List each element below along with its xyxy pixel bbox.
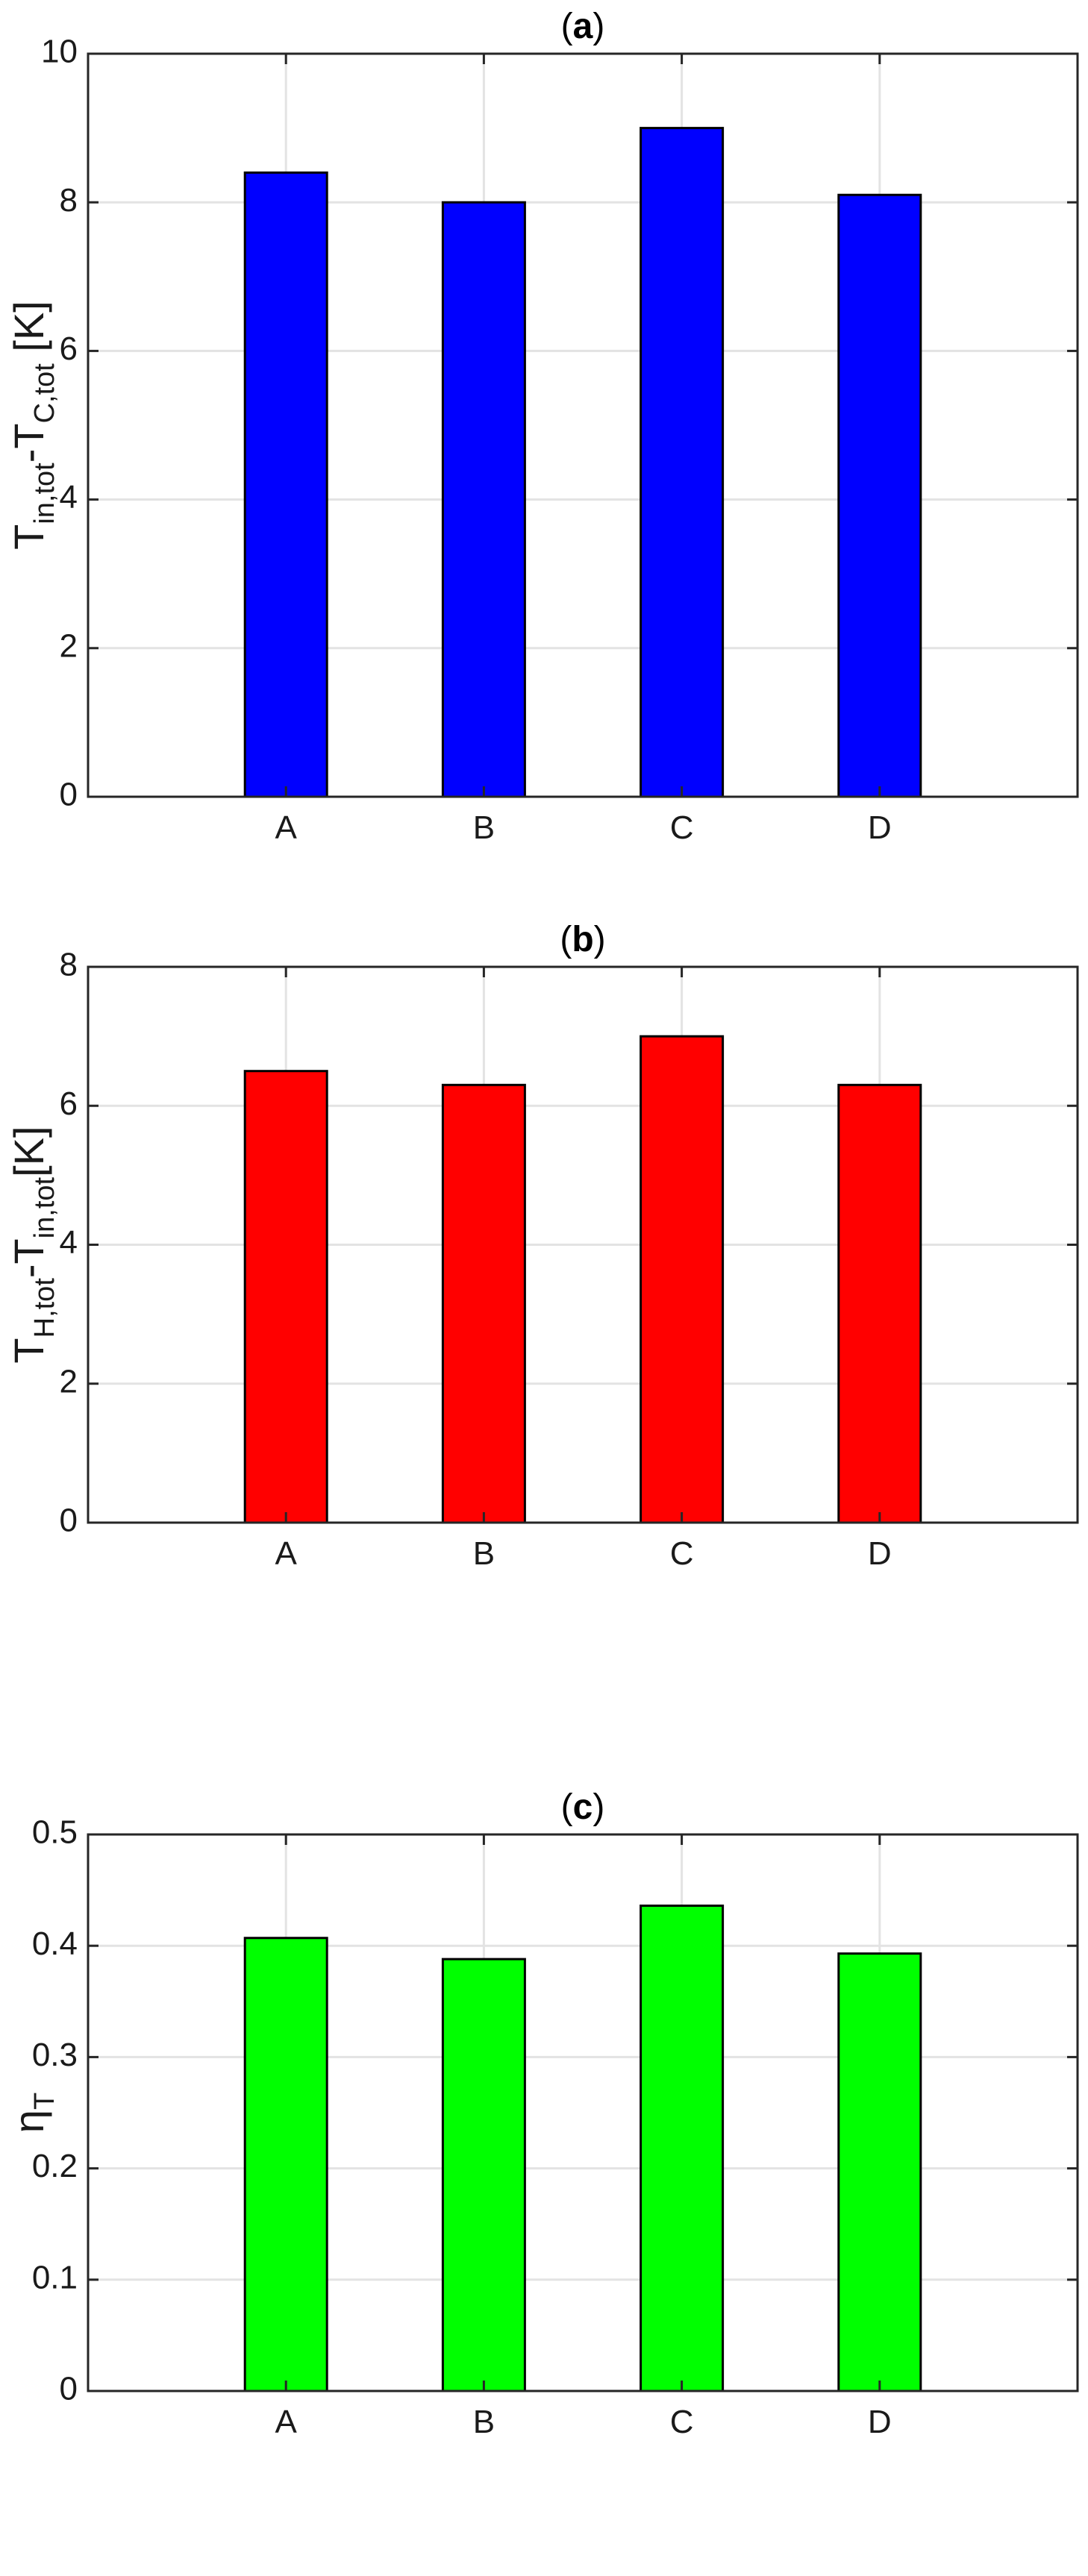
title-letter: a [573, 7, 593, 46]
title-paren-open: ( [560, 920, 572, 959]
y-axis-label-subscript: in,tot [29, 1176, 60, 1238]
y-tick-label: 8 [60, 947, 78, 983]
y-tick-label: 0.5 [32, 1814, 78, 1851]
y-tick-label: 2 [60, 1363, 78, 1400]
x-tick-label: A [275, 1535, 298, 1572]
panel-title: (c) [561, 1787, 605, 1827]
x-tick-label: B [473, 1535, 495, 1572]
bar-c [640, 1904, 725, 2392]
y-tick-label: 6 [60, 1085, 78, 1122]
bar-c [640, 127, 725, 798]
y-axis-label-part: η [5, 2110, 52, 2133]
y-tick-label: 0 [60, 2371, 78, 2407]
panel-b: (b) 0 2 4 6 8 A B C D TH,tot-Tin,tot[K] [5, 920, 1079, 1572]
y-axis-label-part: -T [5, 423, 52, 463]
title-letter: c [573, 1787, 593, 1827]
y-tick-label: 2 [60, 627, 78, 664]
y-tick-label: 0.3 [32, 2037, 78, 2073]
x-tick-label: D [868, 809, 892, 846]
title-paren-open: ( [561, 1787, 573, 1827]
bar-b [441, 201, 526, 798]
y-axis-label-part: T [5, 524, 52, 550]
y-axis-label: TH,tot-Tin,tot[K] [5, 1126, 60, 1363]
x-tick-label: A [275, 809, 298, 846]
y-axis-label-part: T [5, 1338, 52, 1363]
y-tick-label: 4 [60, 479, 78, 515]
bar-b [441, 1958, 526, 2392]
x-tick-label: D [868, 2404, 892, 2440]
x-tick-label: C [670, 2404, 694, 2440]
bar-d [837, 1952, 922, 2392]
bar-a [243, 171, 328, 798]
panel-a: (a) 0 2 4 6 8 10 A B C D Tin,tot-TC,tot [K] [5, 7, 1079, 846]
bar-d [837, 1083, 922, 1524]
axes-box [87, 52, 1079, 798]
y-axis-label: ηT [5, 2093, 60, 2133]
y-tick-label: 6 [60, 330, 78, 367]
y-axis-label-subscript: H,tot [29, 1278, 60, 1338]
x-tick-label: B [473, 2404, 495, 2440]
y-axis-label-part: [K] [5, 301, 52, 363]
x-tick-label: B [473, 809, 495, 846]
y-axis-label-subscript: T [29, 2093, 60, 2110]
bar-b [441, 1083, 526, 1524]
y-axis-label: Tin,tot-TC,tot [K] [5, 301, 60, 550]
panel-c: (c) 0 0.1 0.2 0.3 0.4 0.5 A B C DηT [5, 1787, 1079, 2440]
bar-a [243, 1937, 328, 2392]
axes-box [87, 1833, 1079, 2392]
x-tick-label: A [275, 2404, 298, 2440]
y-tick-label: 0.4 [32, 1925, 78, 1962]
title-letter: b [572, 920, 593, 959]
y-axis-label-part: [K] [5, 1126, 52, 1176]
bar-c [640, 1035, 725, 1524]
y-tick-label: 4 [60, 1224, 78, 1261]
y-tick-label: 0 [60, 1502, 78, 1539]
y-axis-label-subscript: in,tot [29, 463, 60, 524]
title-paren-open: ( [561, 7, 573, 46]
y-tick-label: 10 [41, 34, 78, 70]
x-tick-label: D [868, 1535, 892, 1572]
x-tick-label: C [670, 1535, 694, 1572]
bar-d [837, 193, 922, 798]
x-tick-label: C [670, 809, 694, 846]
panel-title: (b) [560, 920, 605, 959]
y-axis-label-subscript: C,tot [29, 363, 60, 424]
title-paren-close: ) [593, 1787, 604, 1827]
y-tick-label: 0 [60, 777, 78, 813]
y-tick-label: 0.1 [32, 2259, 78, 2295]
y-axis-label-part: -T [5, 1238, 52, 1278]
y-tick-label: 0.2 [32, 2148, 78, 2184]
y-tick-label: 8 [60, 182, 78, 219]
panel-title: (a) [561, 7, 605, 46]
bar-a [243, 1070, 328, 1524]
title-paren-close: ) [593, 7, 604, 46]
title-paren-close: ) [594, 920, 606, 959]
